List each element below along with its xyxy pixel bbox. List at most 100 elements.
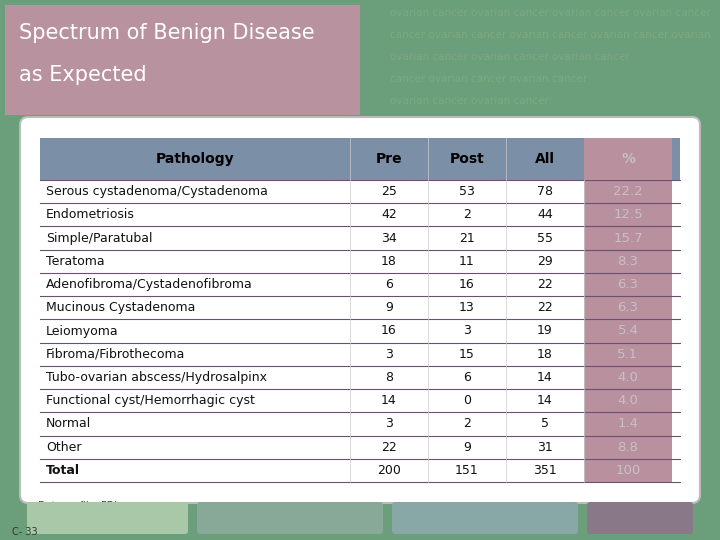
Text: 8.3: 8.3 [618, 255, 639, 268]
Text: 6: 6 [385, 278, 393, 291]
Text: 3: 3 [385, 417, 393, 430]
Text: Leiomyoma: Leiomyoma [46, 325, 119, 338]
Text: 55: 55 [537, 232, 553, 245]
Bar [584, 366, 672, 389]
Text: 22: 22 [537, 301, 553, 314]
FancyBboxPatch shape [5, 5, 360, 115]
Text: Total: Total [46, 464, 80, 477]
Text: 15.7: 15.7 [613, 232, 643, 245]
Text: Other: Other [46, 441, 81, 454]
FancyBboxPatch shape [197, 502, 383, 534]
Text: 34: 34 [381, 232, 397, 245]
Text: All: All [535, 152, 555, 166]
Bar [40, 138, 680, 180]
Text: Normal: Normal [46, 417, 91, 430]
FancyBboxPatch shape [27, 502, 188, 534]
Text: 9: 9 [463, 441, 471, 454]
Text: 14: 14 [537, 394, 553, 407]
Text: Pre: Pre [376, 152, 402, 166]
Text: Fibroma/Fibrothecoma: Fibroma/Fibrothecoma [46, 348, 185, 361]
Bar [584, 273, 672, 296]
Text: 44: 44 [537, 208, 553, 221]
Text: 16: 16 [381, 325, 397, 338]
Text: 8: 8 [385, 371, 393, 384]
Text: 15: 15 [459, 348, 475, 361]
Text: Adenofibroma/Cystadenofibroma: Adenofibroma/Cystadenofibroma [46, 278, 253, 291]
Text: Simple/Paratubal: Simple/Paratubal [46, 232, 153, 245]
Text: Serous cystadenoma/Cystadenoma: Serous cystadenoma/Cystadenoma [46, 185, 268, 198]
Text: cancer ovarian cancer ovarian cancer: cancer ovarian cancer ovarian cancer [390, 74, 588, 84]
Text: Spectrum of Benign Disease: Spectrum of Benign Disease [19, 23, 315, 43]
Text: 18: 18 [537, 348, 553, 361]
Text: 13: 13 [459, 301, 475, 314]
Text: 18: 18 [381, 255, 397, 268]
Bar [584, 203, 672, 226]
Text: 22: 22 [537, 278, 553, 291]
Text: 4.0: 4.0 [618, 371, 639, 384]
Text: 29: 29 [537, 255, 553, 268]
Text: Pathology: Pathology [156, 152, 234, 166]
Text: 14: 14 [537, 371, 553, 384]
Text: cancer ovarian cancer ovarian cancer ovarian cancer ovarian: cancer ovarian cancer ovarian cancer ova… [390, 30, 711, 40]
Text: 351: 351 [533, 464, 557, 477]
Text: %: % [621, 152, 635, 166]
Bar [584, 296, 672, 319]
Text: 2: 2 [463, 417, 471, 430]
Text: 2: 2 [463, 208, 471, 221]
Text: 3: 3 [463, 325, 471, 338]
Text: 22.2: 22.2 [613, 185, 643, 198]
Bar [584, 413, 672, 436]
Text: 22: 22 [381, 441, 397, 454]
Text: 6: 6 [463, 371, 471, 384]
Bar [584, 389, 672, 413]
Bar [584, 319, 672, 342]
Text: Teratoma: Teratoma [46, 255, 104, 268]
Text: 9: 9 [385, 301, 393, 314]
Text: ovarian cancer ovarian cancer ovarian cancer ovarian cancer: ovarian cancer ovarian cancer ovarian ca… [390, 8, 711, 18]
Text: 42: 42 [381, 208, 397, 221]
Text: Tubo-ovarian abscess/Hydrosalpinx: Tubo-ovarian abscess/Hydrosalpinx [46, 371, 267, 384]
FancyBboxPatch shape [20, 117, 700, 503]
Text: 151: 151 [455, 464, 479, 477]
Text: 21: 21 [459, 232, 475, 245]
Text: 25: 25 [381, 185, 397, 198]
Bar [584, 436, 672, 459]
Text: 1.4: 1.4 [618, 417, 639, 430]
Text: 5.4: 5.4 [618, 325, 639, 338]
Text: 6.3: 6.3 [618, 301, 639, 314]
Text: 31: 31 [537, 441, 553, 454]
Text: Mucinous Cystadenoma: Mucinous Cystadenoma [46, 301, 195, 314]
Bar [584, 342, 672, 366]
Text: 100: 100 [616, 464, 641, 477]
Bar [584, 249, 672, 273]
Bar [584, 459, 672, 482]
Text: C- 33: C- 33 [12, 527, 37, 537]
Text: 16: 16 [459, 278, 475, 291]
Text: 6.3: 6.3 [618, 278, 639, 291]
Text: Post: Post [449, 152, 485, 166]
FancyBboxPatch shape [392, 502, 578, 534]
Text: 12.5: 12.5 [613, 208, 643, 221]
Text: 3: 3 [385, 348, 393, 361]
Text: 5: 5 [541, 417, 549, 430]
Bar [584, 226, 672, 249]
Bar [584, 180, 672, 203]
Text: Endometriosis: Endometriosis [46, 208, 135, 221]
Bar [584, 138, 672, 180]
Text: ovarian cancer ovarian cancer ovarian cancer: ovarian cancer ovarian cancer ovarian ca… [390, 52, 630, 62]
Text: Functional cyst/Hemorrhagic cyst: Functional cyst/Hemorrhagic cyst [46, 394, 255, 407]
Text: as Expected: as Expected [19, 65, 147, 85]
Text: 4.0: 4.0 [618, 394, 639, 407]
Text: 0: 0 [463, 394, 471, 407]
Text: 19: 19 [537, 325, 553, 338]
Text: 8.8: 8.8 [618, 441, 639, 454]
Text: Data on file, FDI.: Data on file, FDI. [38, 501, 120, 511]
Text: 200: 200 [377, 464, 401, 477]
Text: 78: 78 [537, 185, 553, 198]
Text: 53: 53 [459, 185, 475, 198]
FancyBboxPatch shape [587, 502, 693, 534]
Text: 5.1: 5.1 [618, 348, 639, 361]
Text: 14: 14 [381, 394, 397, 407]
Text: 11: 11 [459, 255, 475, 268]
Text: ovarian cancer ovarian cancer: ovarian cancer ovarian cancer [390, 96, 549, 106]
